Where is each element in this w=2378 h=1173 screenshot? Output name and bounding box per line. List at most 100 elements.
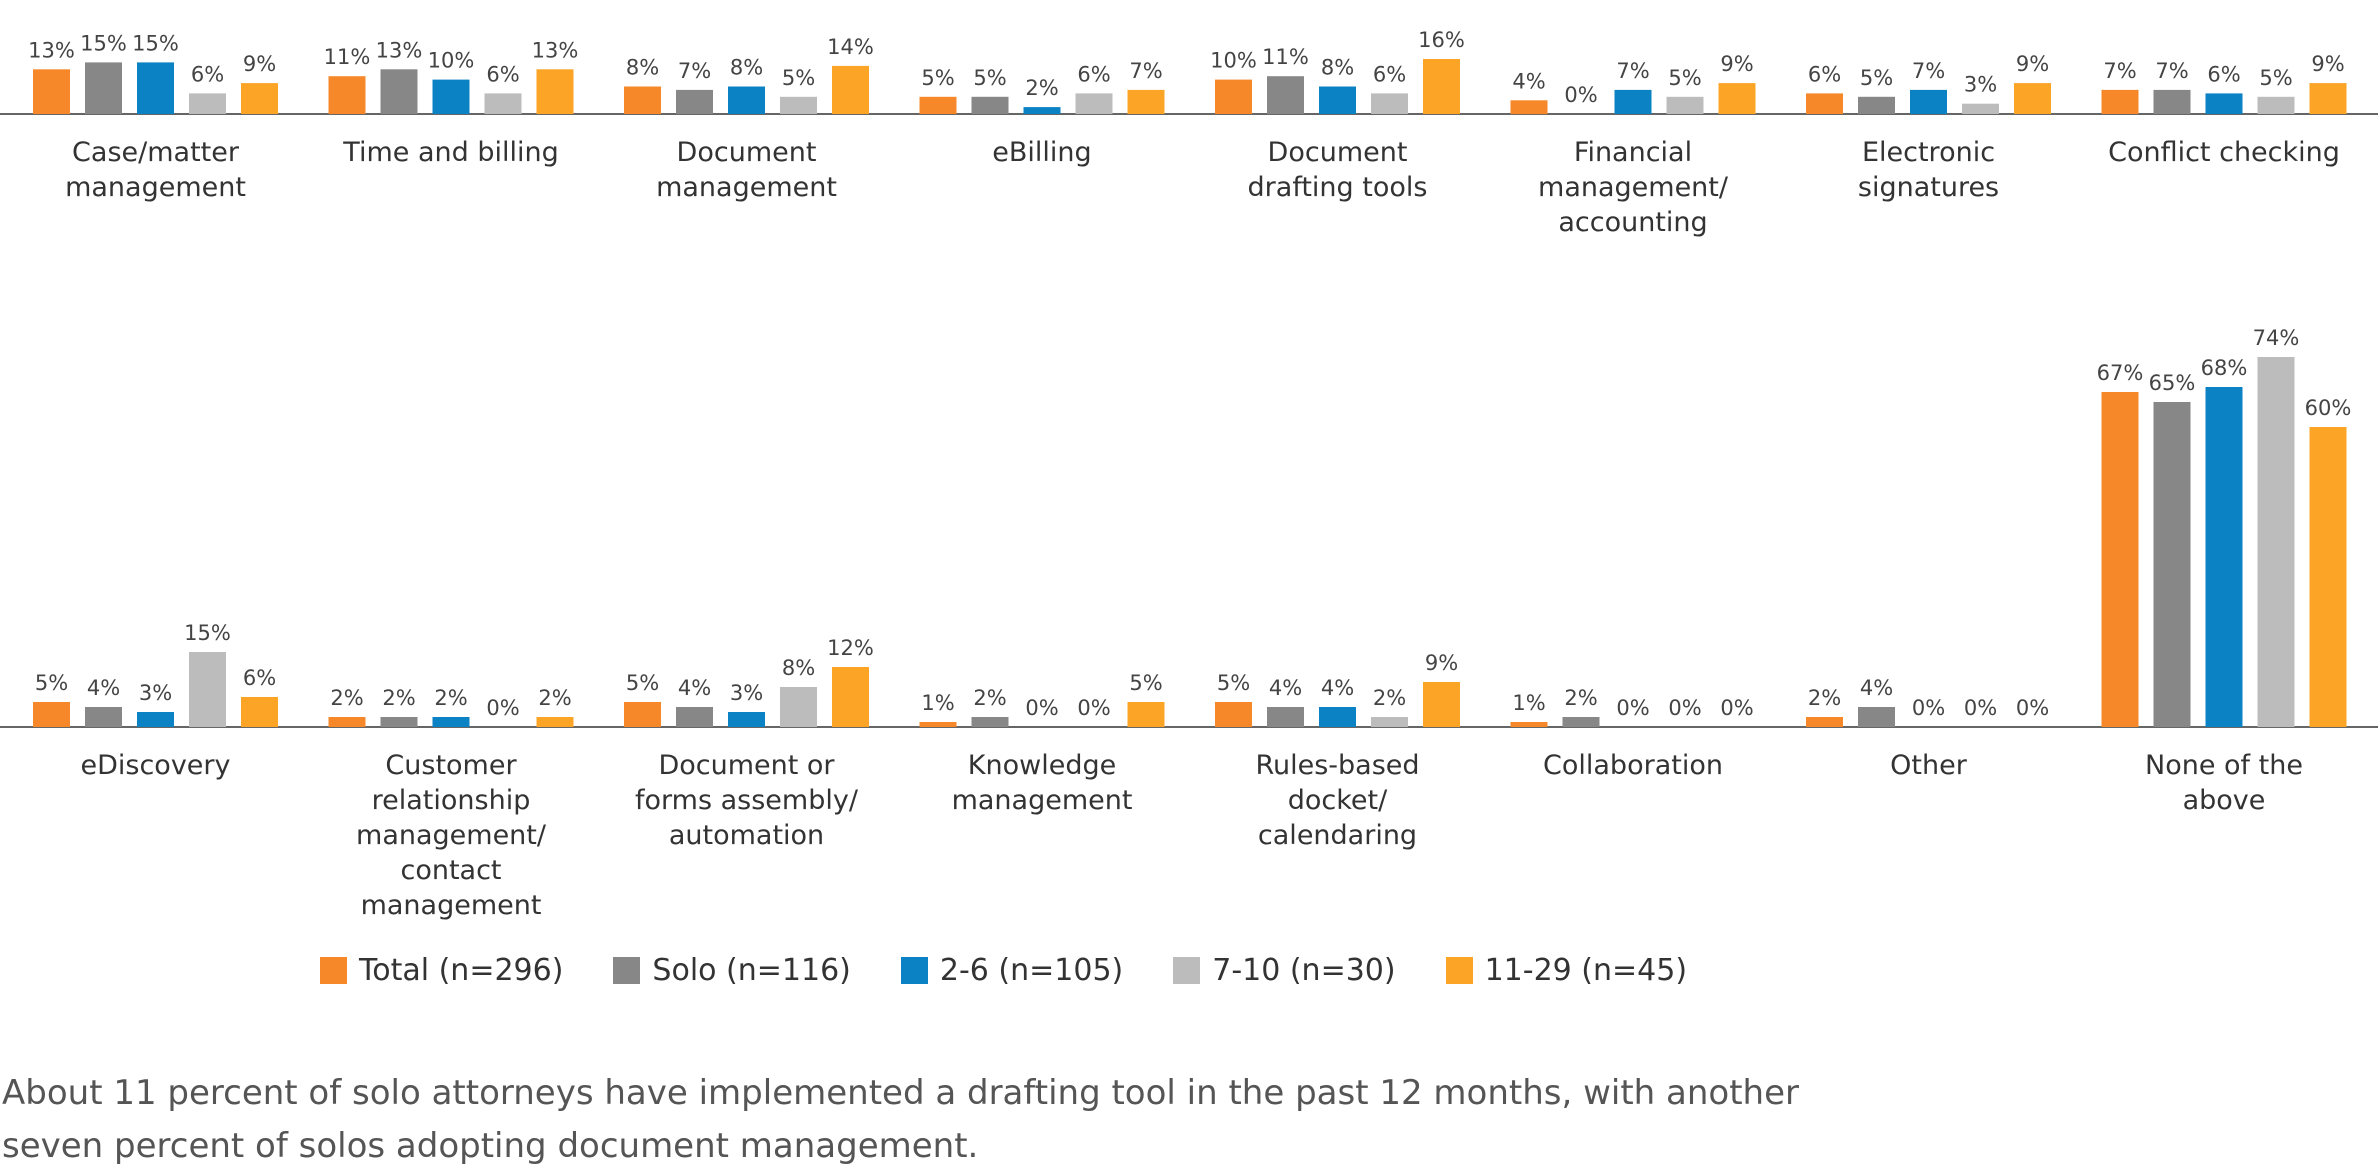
bar-collaboration-total-n-296 [1510,722,1548,727]
bar-ebilling-total-n-296 [919,96,957,114]
bar-document-management-11-29-n-45 [832,65,869,114]
bar-ediscovery-solo-n-116 [85,707,122,727]
data-label-customer-relationship-management-contact-management-7-10-n-30: 0% [486,696,519,720]
bar-document-or-forms-assembly-automation-11-29-n-45 [832,667,869,727]
data-label-financial-management-accounting-solo-n-116: 0% [1564,83,1597,107]
bar-conflict-checking-2-6-n-105 [2205,93,2243,114]
legend-swatch-7-10 [1173,957,1201,984]
legend-label-2-6: 2-6 (n=105) [939,953,1124,988]
data-label-knowledge-management-2-6-n-105: 0% [1025,696,1058,720]
legend-item-2-6: 2-6 (n=105) [900,953,1124,988]
data-label-conflict-checking-total-n-296: 7% [2103,59,2136,83]
data-label-financial-management-accounting-11-29-n-45: 9% [1720,52,1753,76]
caption: About 11 percent of solo attorneys have … [2,1073,1799,1166]
data-label-electronic-signatures-total-n-296: 6% [1808,62,1841,86]
bar-conflict-checking-total-n-296 [2101,89,2139,114]
category-label-conflict-checking: Conflict checking [2108,137,2340,168]
bar-rules-based-docket-calendaring-7-10-n-30 [1371,717,1408,727]
data-label-ebilling-solo-n-116: 5% [973,66,1006,90]
legend-item-11-29: 11-29 (n=45) [1445,953,1688,988]
bar-ediscovery-7-10-n-30 [189,652,226,727]
data-label-customer-relationship-management-contact-management-total-n-296: 2% [330,686,363,710]
bar-document-management-7-10-n-30 [780,96,817,114]
data-label-ediscovery-2-6-n-105: 3% [139,681,172,705]
data-label-ediscovery-total-n-296: 5% [35,671,68,695]
bar-customer-relationship-management-contact-management-2-6-n-105 [432,717,470,727]
data-label-none-of-the-above-11-29-n-45: 60% [2305,396,2352,420]
bar-time-and-billing-11-29-n-45 [536,69,574,114]
bar-conflict-checking-solo-n-116 [2153,89,2191,114]
category-label-time-and-billing: Time and billing [343,137,559,168]
data-label-time-and-billing-7-10-n-30: 6% [486,62,519,86]
data-label-case-matter-management-11-29-n-45: 9% [243,52,276,76]
category-label-ediscovery: eDiscovery [80,750,231,781]
data-label-electronic-signatures-7-10-n-30: 3% [1964,73,1997,97]
data-label-collaboration-7-10-n-30: 0% [1668,696,1701,720]
category-label-other: Other [1890,750,1967,781]
data-label-case-matter-management-2-6-n-105: 15% [132,31,179,55]
bar-electronic-signatures-2-6-n-105 [1910,89,1947,114]
legend-swatch-11-29 [1445,957,1473,984]
legend-swatch-total [320,957,347,984]
data-label-document-management-11-29-n-45: 14% [827,35,874,59]
data-label-electronic-signatures-2-6-n-105: 7% [1912,59,1945,83]
bar-ebilling-7-10-n-30 [1075,93,1113,114]
legend-item-solo: Solo (n=116) [613,953,851,988]
data-label-case-matter-management-solo-n-116: 15% [80,31,127,55]
data-label-other-7-10-n-30: 0% [1964,696,1997,720]
legend-label-total: Total (n=296) [359,953,564,988]
bar-financial-management-accounting-2-6-n-105 [1614,89,1652,114]
data-label-collaboration-solo-n-116: 2% [1564,686,1597,710]
data-label-ediscovery-solo-n-116: 4% [87,676,120,700]
data-label-document-or-forms-assembly-automation-total-n-296: 5% [626,671,659,695]
bar-case-matter-management-total-n-296 [33,69,70,114]
category-label-collaboration: Collaboration [1543,750,1723,781]
data-label-collaboration-total-n-296: 1% [1512,691,1545,715]
data-label-time-and-billing-solo-n-116: 13% [376,38,423,62]
category-label-document-or-forms-assembly-automation: Document or forms assembly/automation [635,750,858,851]
bar-case-matter-management-11-29-n-45 [241,83,278,114]
bar-conflict-checking-7-10-n-30 [2257,96,2295,114]
bar-ediscovery-11-29-n-45 [241,697,278,727]
bar-customer-relationship-management-contact-management-total-n-296 [328,717,366,727]
data-label-none-of-the-above-total-n-296: 67% [2097,361,2144,385]
bar-ebilling-11-29-n-45 [1127,89,1165,114]
bar-rules-based-docket-calendaring-11-29-n-45 [1423,682,1460,727]
legend-swatch-solo [613,957,641,984]
bar-customer-relationship-management-contact-management-11-29-n-45 [536,717,574,727]
data-label-time-and-billing-11-29-n-45: 13% [532,38,579,62]
legend-label-solo: Solo (n=116) [652,953,851,988]
category-label-case-matter-management: Case/matter management [65,137,246,203]
bar-case-matter-management-solo-n-116 [85,62,122,114]
legend-item-total: Total (n=296) [320,953,563,988]
data-label-document-management-7-10-n-30: 5% [782,66,815,90]
data-label-conflict-checking-7-10-n-30: 5% [2259,66,2292,90]
data-label-financial-management-accounting-2-6-n-105: 7% [1616,59,1649,83]
data-label-other-total-n-296: 2% [1808,686,1841,710]
data-label-document-or-forms-assembly-automation-2-6-n-105: 3% [730,681,763,705]
data-label-knowledge-management-total-n-296: 1% [921,691,954,715]
bar-document-or-forms-assembly-automation-2-6-n-105 [728,712,765,727]
data-label-document-drafting-tools-7-10-n-30: 6% [1373,62,1406,86]
bar-document-management-solo-n-116 [676,89,713,114]
data-label-rules-based-docket-calendaring-2-6-n-105: 4% [1321,676,1354,700]
legend-label-11-29: 11-29 (n=45) [1484,953,1688,988]
bar-time-and-billing-total-n-296 [328,76,366,114]
data-label-other-solo-n-116: 4% [1860,676,1893,700]
data-label-document-drafting-tools-2-6-n-105: 8% [1321,56,1354,80]
data-label-time-and-billing-2-6-n-105: 10% [428,49,475,73]
data-label-case-matter-management-total-n-296: 13% [28,38,75,62]
data-label-rules-based-docket-calendaring-11-29-n-45: 9% [1425,651,1458,675]
legend-swatch-2-6 [900,957,928,984]
data-label-collaboration-11-29-n-45: 0% [1720,696,1753,720]
bar-collaboration-solo-n-116 [1562,717,1600,727]
bar-customer-relationship-management-contact-management-solo-n-116 [380,717,418,727]
bar-conflict-checking-11-29-n-45 [2309,83,2347,114]
bar-financial-management-accounting-11-29-n-45 [1718,83,1756,114]
bar-none-of-the-above-11-29-n-45 [2309,427,2347,727]
data-label-conflict-checking-2-6-n-105: 6% [2207,62,2240,86]
data-label-electronic-signatures-11-29-n-45: 9% [2016,52,2049,76]
bar-document-drafting-tools-2-6-n-105 [1319,86,1356,114]
category-label-knowledge-management: Knowledge management [951,750,1133,816]
data-label-document-or-forms-assembly-automation-11-29-n-45: 12% [827,636,874,660]
